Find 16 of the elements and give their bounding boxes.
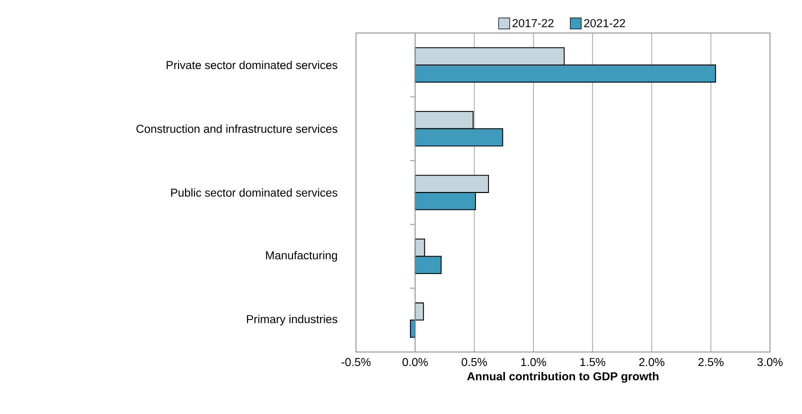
y-tick-label: Private sector dominated services	[166, 60, 338, 70]
y-tick-label: Public sector dominated services	[171, 188, 338, 197]
legend-label: 2017-22	[512, 19, 554, 28]
x-tick-label: 1.5%	[580, 358, 606, 366]
y-tick-label: Manufacturing	[266, 250, 337, 262]
x-tick-label: -0.5%	[342, 358, 371, 366]
y-tick-label: Primary industries	[246, 314, 338, 326]
y-tick-label: Construction and infrastructure services	[136, 124, 338, 133]
x-tick-label: 3.0%	[757, 358, 783, 366]
x-tick-label: 2.5%	[698, 358, 724, 366]
x-tick-label: 1.0%	[521, 358, 546, 366]
x-tick-label: 2.0%	[639, 358, 664, 366]
legend-label: 2021-22	[584, 19, 626, 28]
x-tick-label: 0.5%	[462, 358, 487, 366]
x-tick-label: 0.0%	[402, 358, 428, 366]
x-axis-title: Annual contribution to GDP growth	[467, 372, 658, 383]
